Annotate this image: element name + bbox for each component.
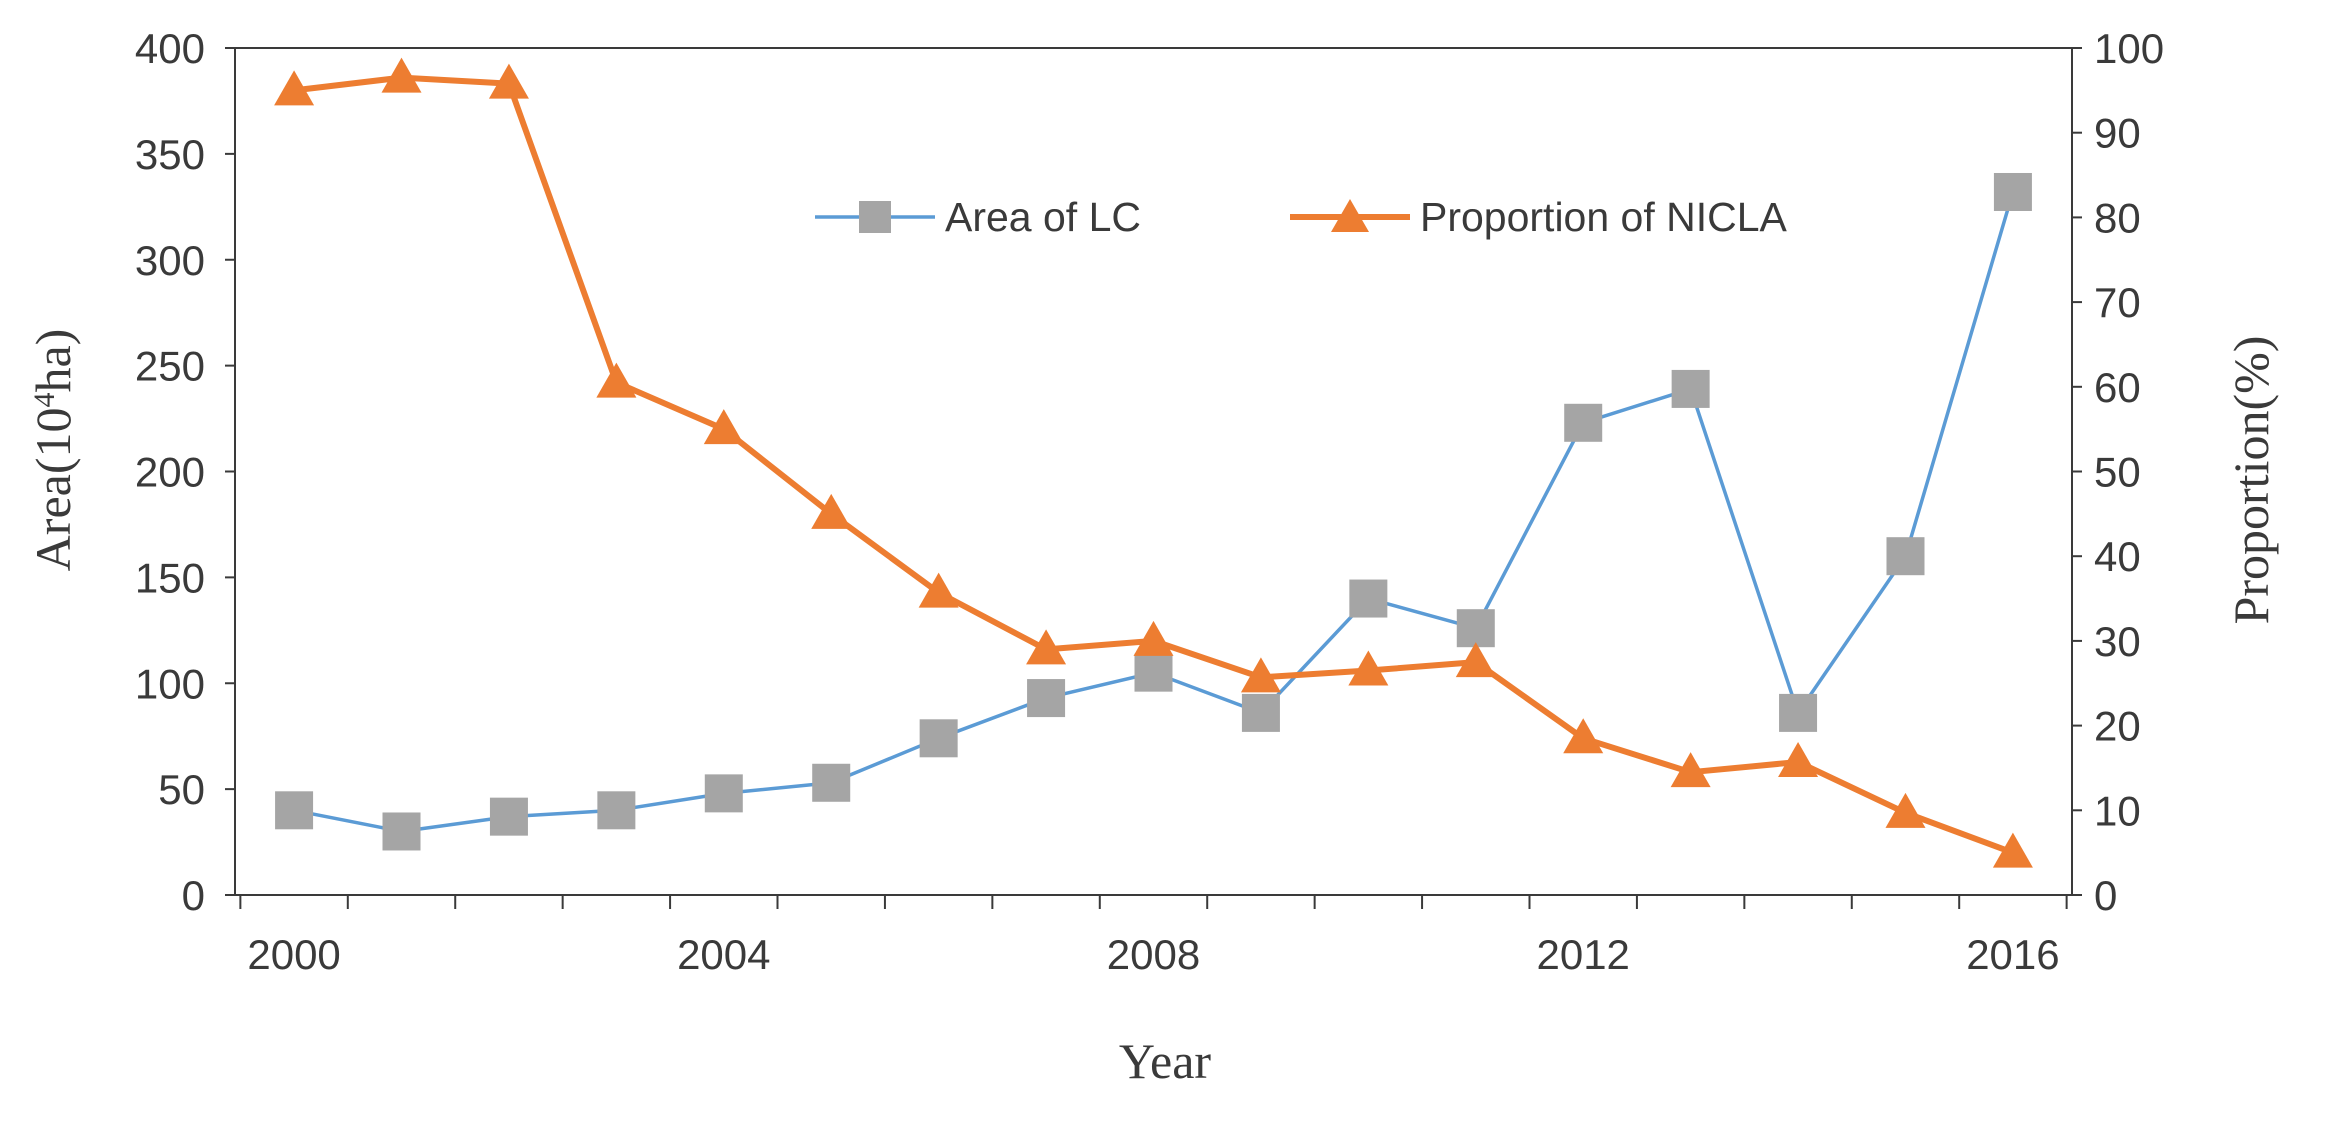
data-point-triangle	[274, 70, 315, 106]
data-point-triangle	[1670, 752, 1711, 788]
data-point-square	[382, 812, 421, 851]
legend-marker-triangle	[1331, 199, 1369, 232]
data-point-square	[812, 763, 851, 802]
left-y-tick-label: 350	[135, 131, 205, 178]
data-point-triangle	[1240, 657, 1281, 693]
data-point-square	[1671, 369, 1710, 408]
data-point-square	[1886, 537, 1925, 576]
left-y-axis-title-prefix: Area(10	[25, 408, 81, 572]
data-point-square	[489, 797, 528, 836]
x-tick-label: 2000	[247, 931, 340, 978]
right-y-tick-label: 10	[2094, 787, 2141, 834]
left-y-tick-label: 100	[135, 660, 205, 707]
right-y-tick-label: 90	[2094, 110, 2141, 157]
data-point-triangle	[811, 493, 852, 529]
legend-label-proportion-of-nicla: Proportion of NICLA	[1420, 194, 1788, 240]
left-y-tick-label: 0	[182, 872, 205, 919]
right-y-tick-label: 100	[2094, 25, 2164, 72]
x-tick-label: 2008	[1107, 931, 1200, 978]
data-point-triangle	[703, 409, 744, 445]
legend-label-area-of-lc: Area of LC	[945, 194, 1141, 240]
left-y-axis-title-superscript: 4	[28, 393, 61, 408]
left-y-axis-title: Area(104ha)	[25, 329, 81, 572]
x-axis-title: Year	[1119, 1033, 1211, 1089]
x-tick-label: 2012	[1536, 931, 1629, 978]
x-tick-label: 2004	[677, 931, 770, 978]
right-y-tick-label: 70	[2094, 279, 2141, 326]
left-y-tick-label: 400	[135, 25, 205, 72]
data-point-triangle	[1455, 642, 1496, 678]
right-y-tick-label: 30	[2094, 618, 2141, 665]
data-point-triangle	[918, 572, 959, 608]
data-point-triangle	[1778, 742, 1819, 778]
x-tick-label: 2016	[1966, 931, 2059, 978]
data-point-square	[1027, 679, 1066, 718]
left-y-tick-label: 200	[135, 449, 205, 496]
data-point-triangle	[488, 63, 529, 99]
legend: Area of LC Proportion of NICLA	[815, 194, 1788, 240]
data-point-triangle	[1992, 832, 2033, 868]
right-y-tick-label: 80	[2094, 194, 2141, 241]
series-layer	[274, 57, 2033, 868]
left-y-tick-label: 50	[158, 766, 205, 813]
data-point-square	[275, 791, 314, 830]
data-point-square	[1993, 172, 2032, 211]
legend-marker-square	[859, 201, 891, 233]
data-point-square	[1456, 609, 1495, 648]
data-point-square	[1134, 653, 1173, 692]
right-y-axis-title: Proportion(%)	[2223, 336, 2279, 625]
data-point-square	[597, 791, 636, 830]
data-point-triangle	[1885, 792, 1926, 828]
data-point-square	[919, 719, 958, 758]
data-point-triangle	[1563, 718, 1604, 754]
left-y-tick-label: 250	[135, 343, 205, 390]
right-y-tick-label: 50	[2094, 449, 2141, 496]
left-y-axis-ticks: 0 50 100 150 200 250 300 350 400	[135, 25, 235, 919]
data-point-square	[704, 774, 743, 813]
data-point-square	[1241, 693, 1280, 732]
data-point-square	[1779, 693, 1818, 732]
data-point-square	[1564, 403, 1603, 442]
data-point-square	[1349, 579, 1388, 618]
data-point-triangle	[1348, 650, 1389, 686]
data-point-triangle	[1026, 629, 1067, 665]
x-axis-ticks: 2000 2004 2008 2012 2016	[239, 895, 2068, 978]
legend-item-proportion-of-nicla: Proportion of NICLA	[1290, 194, 1788, 240]
right-y-tick-label: 60	[2094, 364, 2141, 411]
series-area-of-lc	[275, 172, 2032, 851]
right-y-tick-label: 20	[2094, 703, 2141, 750]
series-proportion-of-nicla	[274, 57, 2033, 868]
left-y-axis-title-suffix: ha)	[25, 329, 81, 393]
left-y-tick-label: 300	[135, 237, 205, 284]
data-point-triangle	[1133, 620, 1174, 656]
data-point-triangle	[381, 57, 422, 93]
data-point-triangle	[596, 362, 637, 398]
right-y-tick-label: 40	[2094, 533, 2141, 580]
series-line-area-of-lc	[293, 191, 2015, 834]
legend-item-area-of-lc: Area of LC	[815, 194, 1141, 240]
right-y-axis-ticks: 0 10 20 30 40 50 60 70 80 90 100	[2072, 25, 2164, 919]
left-y-tick-label: 150	[135, 554, 205, 601]
right-y-tick-label: 0	[2094, 872, 2117, 919]
